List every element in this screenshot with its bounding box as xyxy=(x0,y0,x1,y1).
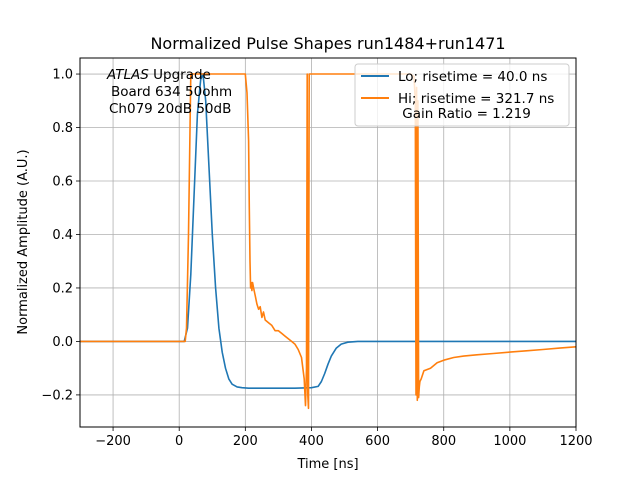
x-tick-label: 400 xyxy=(299,434,324,449)
y-tick-label: 0.2 xyxy=(52,281,73,296)
x-tick-label: 600 xyxy=(365,434,390,449)
upgrade-label: Upgrade xyxy=(149,67,211,83)
y-tick-label: 0.4 xyxy=(52,228,73,243)
annotation-line1: ATLAS Upgrade xyxy=(106,67,211,83)
legend-label-gain-ratio: Gain Ratio = 1.219 xyxy=(398,106,531,122)
series-layer xyxy=(80,73,576,410)
series-line-lo xyxy=(80,73,576,390)
y-tick-label: 0.0 xyxy=(52,335,73,350)
y-axis-ticks: −0.2 0.0 0.2 0.4 0.6 0.8 1.0 xyxy=(41,68,80,403)
y-axis-label: Normalized Amplitude (A.U.) xyxy=(16,149,31,334)
y-tick-label: −0.2 xyxy=(41,388,73,403)
x-tick-label: 0 xyxy=(175,434,183,449)
x-tick-label: 1000 xyxy=(493,434,526,449)
legend: Lo; risetime = 40.0 ns Hi; risetime = 32… xyxy=(354,63,570,127)
annotation-line2: Board 634 50ohm xyxy=(111,84,232,100)
atlas-label: ATLAS xyxy=(106,67,149,83)
series-line-hi xyxy=(80,73,576,410)
legend-label-hi: Hi; risetime = 321.7 ns xyxy=(398,91,554,107)
atlas-annotation: ATLAS Upgrade Board 634 50ohm Ch079 20dB… xyxy=(106,67,232,117)
chart-title: Normalized Pulse Shapes run1484+run1471 xyxy=(150,34,505,53)
axes-frame xyxy=(79,57,577,428)
x-tick-label: 800 xyxy=(431,434,456,449)
x-tick-label: 200 xyxy=(233,434,258,449)
y-tick-label: 0.8 xyxy=(52,121,73,136)
x-tick-label: −200 xyxy=(95,434,131,449)
legend-box xyxy=(354,63,570,127)
x-axis-ticks: −200 0 200 400 600 800 1000 1200 xyxy=(95,427,593,449)
x-axis-label: Time [ns] xyxy=(296,457,358,472)
x-tick-label: 1200 xyxy=(559,434,592,449)
annotation-line3: Ch079 20dB 50dB xyxy=(109,101,231,117)
y-tick-label: 1.0 xyxy=(52,68,73,83)
legend-label-lo: Lo; risetime = 40.0 ns xyxy=(398,69,547,85)
y-tick-label: 0.6 xyxy=(52,175,73,190)
